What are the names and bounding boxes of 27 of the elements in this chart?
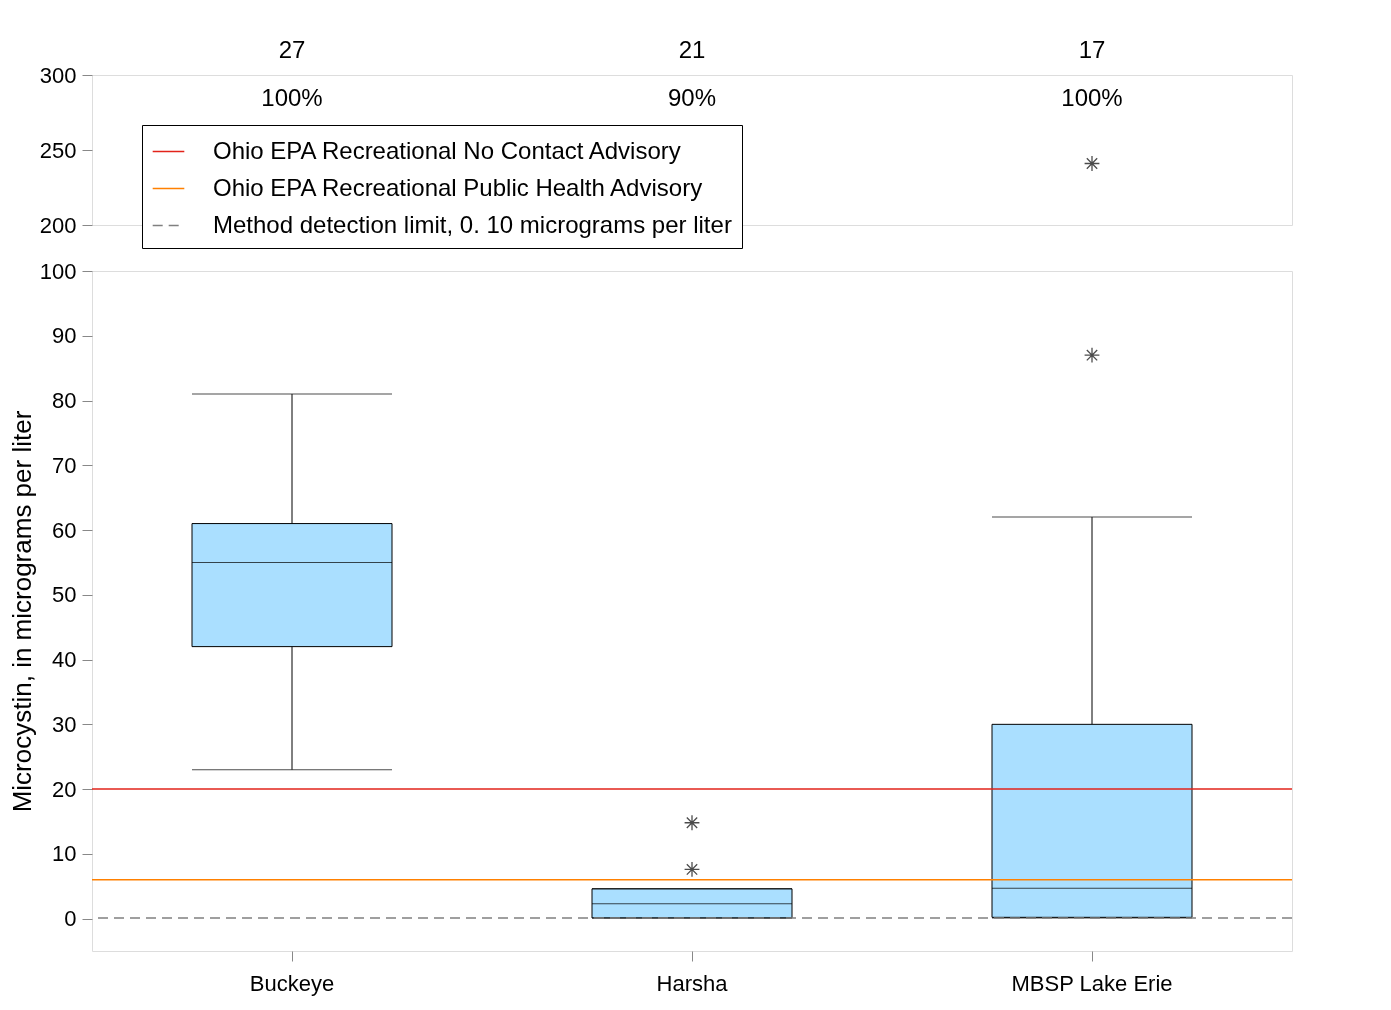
y-tick-label: 300 [39, 62, 77, 88]
y-tick-label: 20 [52, 776, 77, 802]
y-tick-label: 40 [52, 647, 77, 673]
y-tick-label: 60 [52, 517, 77, 543]
text: 17 [1078, 36, 1106, 63]
y-tick-label: 200 [39, 212, 77, 238]
y-tick-label: 100 [39, 258, 77, 284]
text: 21 [678, 36, 706, 63]
annotation: 100% [261, 84, 323, 111]
y-tick-label: 50 [52, 582, 77, 608]
y-tick-label: 90 [52, 323, 77, 349]
y-tick-label: 10 [52, 841, 77, 867]
legend-label: Ohio EPA Recreational No Contact Advisory [213, 136, 681, 164]
annotation: 90% [667, 84, 717, 111]
x-tick-label: Harsha [656, 970, 729, 996]
y-tick-label: 70 [52, 452, 77, 478]
y-tick-label: 250 [39, 137, 77, 163]
annotation: 100% [1061, 84, 1123, 111]
legend-label: Method detection limit, 0. 10 micrograms per liter [213, 210, 732, 238]
legend-label: Ohio EPA Recreational Public Health Advisory [213, 173, 703, 201]
x-tick-label: MBSP Lake Erie [1011, 970, 1173, 996]
x-tick-label: Buckeye [249, 970, 335, 996]
y-tick-label: 0 [64, 906, 77, 932]
text: 27 [278, 36, 306, 63]
y-axis-title: Microcystin, in micrograms per liter [6, 410, 37, 813]
y-tick-label: 80 [52, 388, 77, 414]
y-tick-label: 30 [52, 711, 77, 737]
